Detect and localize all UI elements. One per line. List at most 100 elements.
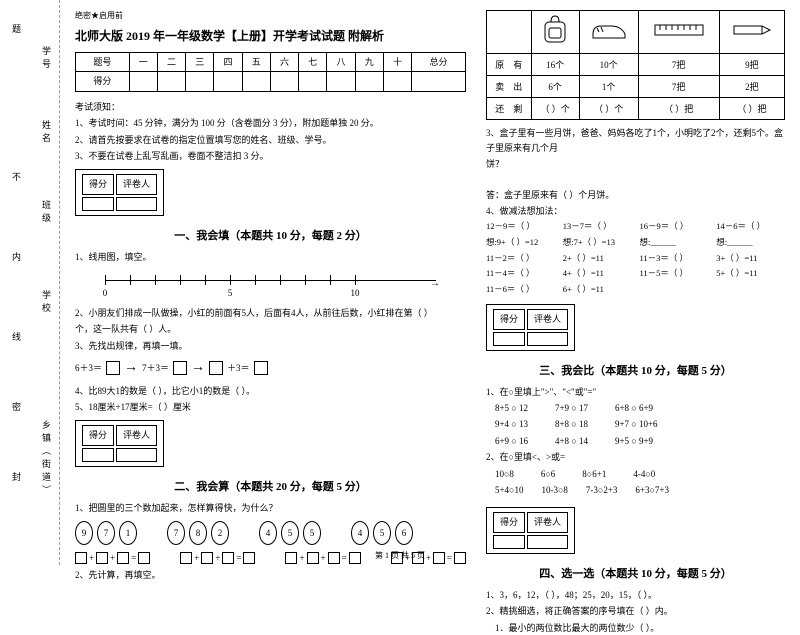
q3-2: 2、在○里填<、>或=: [486, 450, 785, 464]
eraser-icon: [719, 11, 784, 54]
margin-char: 线: [12, 330, 21, 343]
nl-num: 0: [103, 286, 108, 300]
margin-char: 不: [12, 170, 21, 183]
notes-item: 1、考试时间：45 分钟，满分为 100 分（含卷面分 3 分），附加题单独 2…: [75, 116, 466, 130]
score-cell: 三: [186, 52, 214, 71]
q1-2b: 个，这一队共有（ ）人。: [75, 322, 466, 336]
score-cell: 十: [383, 52, 411, 71]
row-label: 原 有: [486, 54, 531, 76]
backpack-icon: [531, 11, 579, 54]
exam-title: 北师大版 2019 年一年级数学【上册】开学考试试题 附解析: [75, 27, 466, 46]
calc-item: 11－2＝（ ）: [486, 252, 555, 266]
q4-1: 1、3，6，12，（ ），48；25，20，15，（ ）。: [486, 588, 785, 602]
score-cell: 一: [129, 52, 157, 71]
grader-box: 得分 评卷人: [486, 304, 575, 350]
section-2-title: 二、我会算（本题共 20 分，每题 5 分）: [75, 479, 466, 497]
oval-num: 8: [189, 521, 207, 545]
score-cell: 总分: [412, 52, 466, 71]
table-row: 还 剩 （ ）个 （ ）个 （ ）把 （ ）把: [486, 98, 784, 120]
binding-label-school: 学校: [40, 290, 53, 316]
table-row: 原 有 16个 10个 7把 9把: [486, 54, 784, 76]
margin-char: 内: [12, 250, 21, 263]
ruler-icon: [638, 11, 719, 54]
q1-2a: 2、小朋友们排成一队做操，小红的前面有5人，后面有4人，从前往后数，小红排在第（…: [75, 306, 466, 320]
grader-box: 得分 评卷人: [75, 169, 164, 215]
calc-item: 6+（ ）=11: [563, 283, 632, 297]
section-4-title: 四、选一选（本题共 10 分，每题 5 分）: [486, 566, 785, 584]
score-cell: 六: [270, 52, 298, 71]
secret-label: 绝密★启用前: [75, 10, 466, 23]
comp-row: 5+4○10 10-3○8 7-3○2+3 6+3○7+3: [486, 483, 785, 497]
comp-row: 6+9 ○ 16 4+8 ○ 14 9+5 ○ 9+9: [486, 434, 785, 448]
calc-item: 13－7＝（ ）: [563, 220, 632, 234]
binding-label-id: 学号: [40, 46, 53, 72]
blank-box: [254, 361, 268, 375]
exam-page: 学号 姓名 班级 学校 乡镇（街道） 题 不 内 线 密 封 绝密★启用前 北师…: [0, 0, 800, 565]
q2-3-ans: 答：盒子里原来有（ ）个月饼。: [486, 188, 785, 202]
arrow-icon: →: [124, 357, 138, 379]
grader-box: 得分 评卷人: [75, 420, 164, 466]
grader-label: 评卷人: [527, 512, 568, 532]
grader-label: 评卷人: [527, 309, 568, 329]
score-cell: 得分: [76, 72, 130, 91]
q2-1: 1、把圆里的三个数加起来，怎样算得快，为什么？: [75, 501, 466, 515]
oval-groups: 971 782 455 456: [75, 521, 466, 545]
score-header-row: 题号 一 二 三 四 五 六 七 八 九 十 总分: [76, 52, 466, 71]
cell: 9把: [719, 54, 784, 76]
row-label: 还 剩: [486, 98, 531, 120]
cell: 10个: [579, 54, 638, 76]
blank-box: [173, 361, 187, 375]
calc-item: 4+（ ）=11: [563, 267, 632, 281]
binding-label-class: 班级: [40, 200, 53, 226]
table-row: [486, 11, 784, 54]
calc-item: 3+（ ）=11: [716, 252, 785, 266]
grader-label: 评卷人: [116, 174, 157, 194]
cell: 2把: [719, 76, 784, 98]
oval-num: 5: [281, 521, 299, 545]
q1-4: 4、比89大1的数是（ ），比它小1的数是（ ）。: [75, 384, 466, 398]
content-area: 绝密★启用前 北师大版 2019 年一年级数学【上册】开学考试试题 附解析 题号…: [60, 0, 800, 565]
cell: 7把: [638, 76, 719, 98]
nl-num: 5: [228, 286, 233, 300]
q2-3a: 3、盒子里有一些月饼，爸爸、妈妈各吃了1个，小明吃了2个，还剩5个。盒子里原来有…: [486, 126, 785, 155]
notes-item: 3、不要在试卷上乱写乱画，卷面不整洁扣 3 分。: [75, 149, 466, 163]
margin-char: 密: [12, 400, 21, 413]
q2-3b: 饼？: [486, 157, 785, 171]
binding-strip: 学号 姓名 班级 学校 乡镇（街道） 题 不 内 线 密 封: [0, 0, 60, 565]
eq-text: 6＋3＝: [75, 361, 102, 375]
q1-3: 3、先找出规律，再填一填。: [75, 339, 466, 353]
calc-item: 11－6＝（ ）: [486, 283, 555, 297]
grader-label: 评卷人: [116, 425, 157, 445]
margin-char: 题: [12, 22, 21, 35]
score-label: 得分: [493, 512, 525, 532]
blank-box: [106, 361, 120, 375]
calc-item: 想:______: [639, 236, 708, 250]
score-cell: 八: [327, 52, 355, 71]
notes-title: 考试须知：: [75, 100, 466, 114]
score-cell: 七: [299, 52, 327, 71]
comp-row: 9+4 ○ 13 8+8 ○ 18 9+7 ○ 10+6: [486, 417, 785, 431]
score-label: 得分: [82, 425, 114, 445]
oval-num: 2: [211, 521, 229, 545]
cell: （ ）把: [719, 98, 784, 120]
cell: 1个: [579, 76, 638, 98]
notes-item: 2、请首先按要求在试卷的指定位置填写您的姓名、班级、学号。: [75, 133, 466, 147]
score-table: 题号 一 二 三 四 五 六 七 八 九 十 总分 得分: [75, 52, 466, 92]
oval-num: 5: [303, 521, 321, 545]
binding-label-name: 姓名: [40, 120, 53, 146]
calc-item: 16－9＝（ ）: [639, 220, 708, 234]
q4-2a: 1．最小的两位数比最大的两位数少（ ）。: [486, 621, 785, 635]
left-column: 绝密★启用前 北师大版 2019 年一年级数学【上册】开学考试试题 附解析 题号…: [75, 10, 466, 565]
section-3-title: 三、我会比（本题共 10 分，每题 5 分）: [486, 363, 785, 381]
calc-item: 14－6＝（ ）: [716, 220, 785, 234]
score-cell: 二: [157, 52, 185, 71]
arrow-icon: →: [191, 357, 205, 379]
right-column: 原 有 16个 10个 7把 9把 卖 出 6个 1个 7把 2把 还 剩 （ …: [486, 10, 785, 565]
cell: 16个: [531, 54, 579, 76]
calc-item: 11－5＝（ ）: [639, 267, 708, 281]
blank-box: [209, 361, 223, 375]
score-value-row: 得分: [76, 72, 466, 91]
calc-item: 想:______: [716, 236, 785, 250]
comp-row: 8+5 ○ 12 7+9 ○ 17 6+8 ○ 6+9: [486, 401, 785, 415]
number-line: → 0 5 10: [75, 270, 466, 300]
